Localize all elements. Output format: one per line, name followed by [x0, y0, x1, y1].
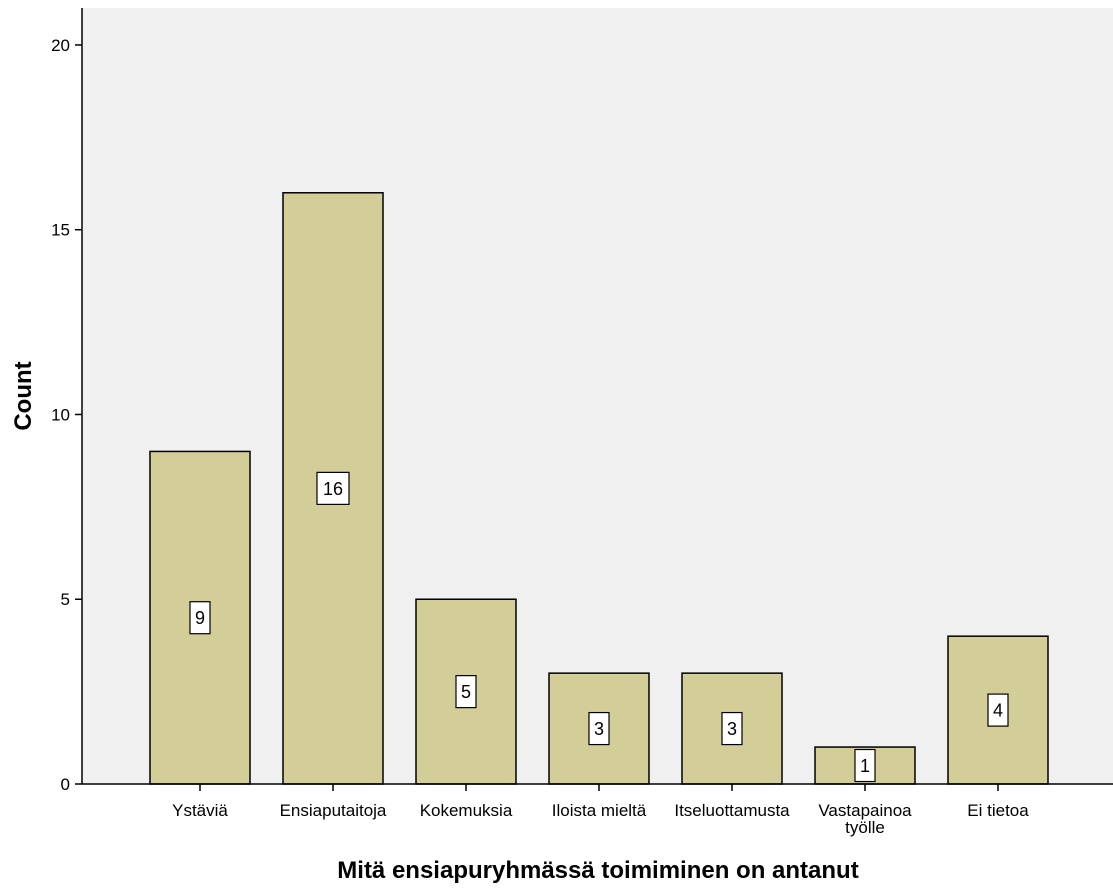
data-label: 3 [594, 719, 604, 739]
x-tick-label: työlle [845, 818, 885, 837]
x-tick-label: Iloista mieltä [552, 801, 647, 820]
x-tick-label: Ystäviä [172, 801, 228, 820]
y-tick-label: 5 [61, 590, 70, 609]
data-label: 3 [727, 719, 737, 739]
data-labels-layer: 9 16 5 3 3 1 4 [189, 471, 1009, 783]
data-label-box [588, 711, 610, 746]
data-label-box [455, 675, 477, 709]
x-ticks-layer: Ystäviä Ensiaputaitoja Kokemuksia Iloista m… [172, 784, 1029, 837]
y-tick-label: 10 [51, 405, 70, 424]
data-label: 9 [195, 608, 205, 628]
x-tick-label: Ei tietoa [967, 801, 1029, 820]
plot-area [82, 8, 1113, 784]
y-tick-label: 20 [51, 36, 70, 55]
data-label-box [189, 601, 211, 635]
data-label-box [987, 693, 1009, 727]
y-tick-label: 15 [51, 221, 70, 240]
y-tick-label: 0 [61, 775, 70, 794]
x-tick-label: Vastapainoa [818, 801, 912, 820]
data-label: 16 [323, 479, 343, 499]
x-axis-title: Mitä ensiapuryhmässä toimiminen on antan… [337, 857, 858, 884]
x-tick-label: Itseluottamusta [674, 801, 790, 820]
y-ticks-layer: 0 5 10 15 20 [51, 36, 82, 794]
y-axis-title: Count [10, 361, 37, 430]
data-label: 5 [461, 682, 471, 702]
data-label: 4 [993, 701, 1003, 721]
data-label-box [721, 711, 743, 746]
x-tick-label: Ensiaputaitoja [280, 801, 387, 820]
data-label-box [316, 471, 350, 505]
data-label-box [854, 748, 876, 783]
data-label: 1 [860, 756, 870, 776]
x-tick-label: Kokemuksia [420, 801, 513, 820]
